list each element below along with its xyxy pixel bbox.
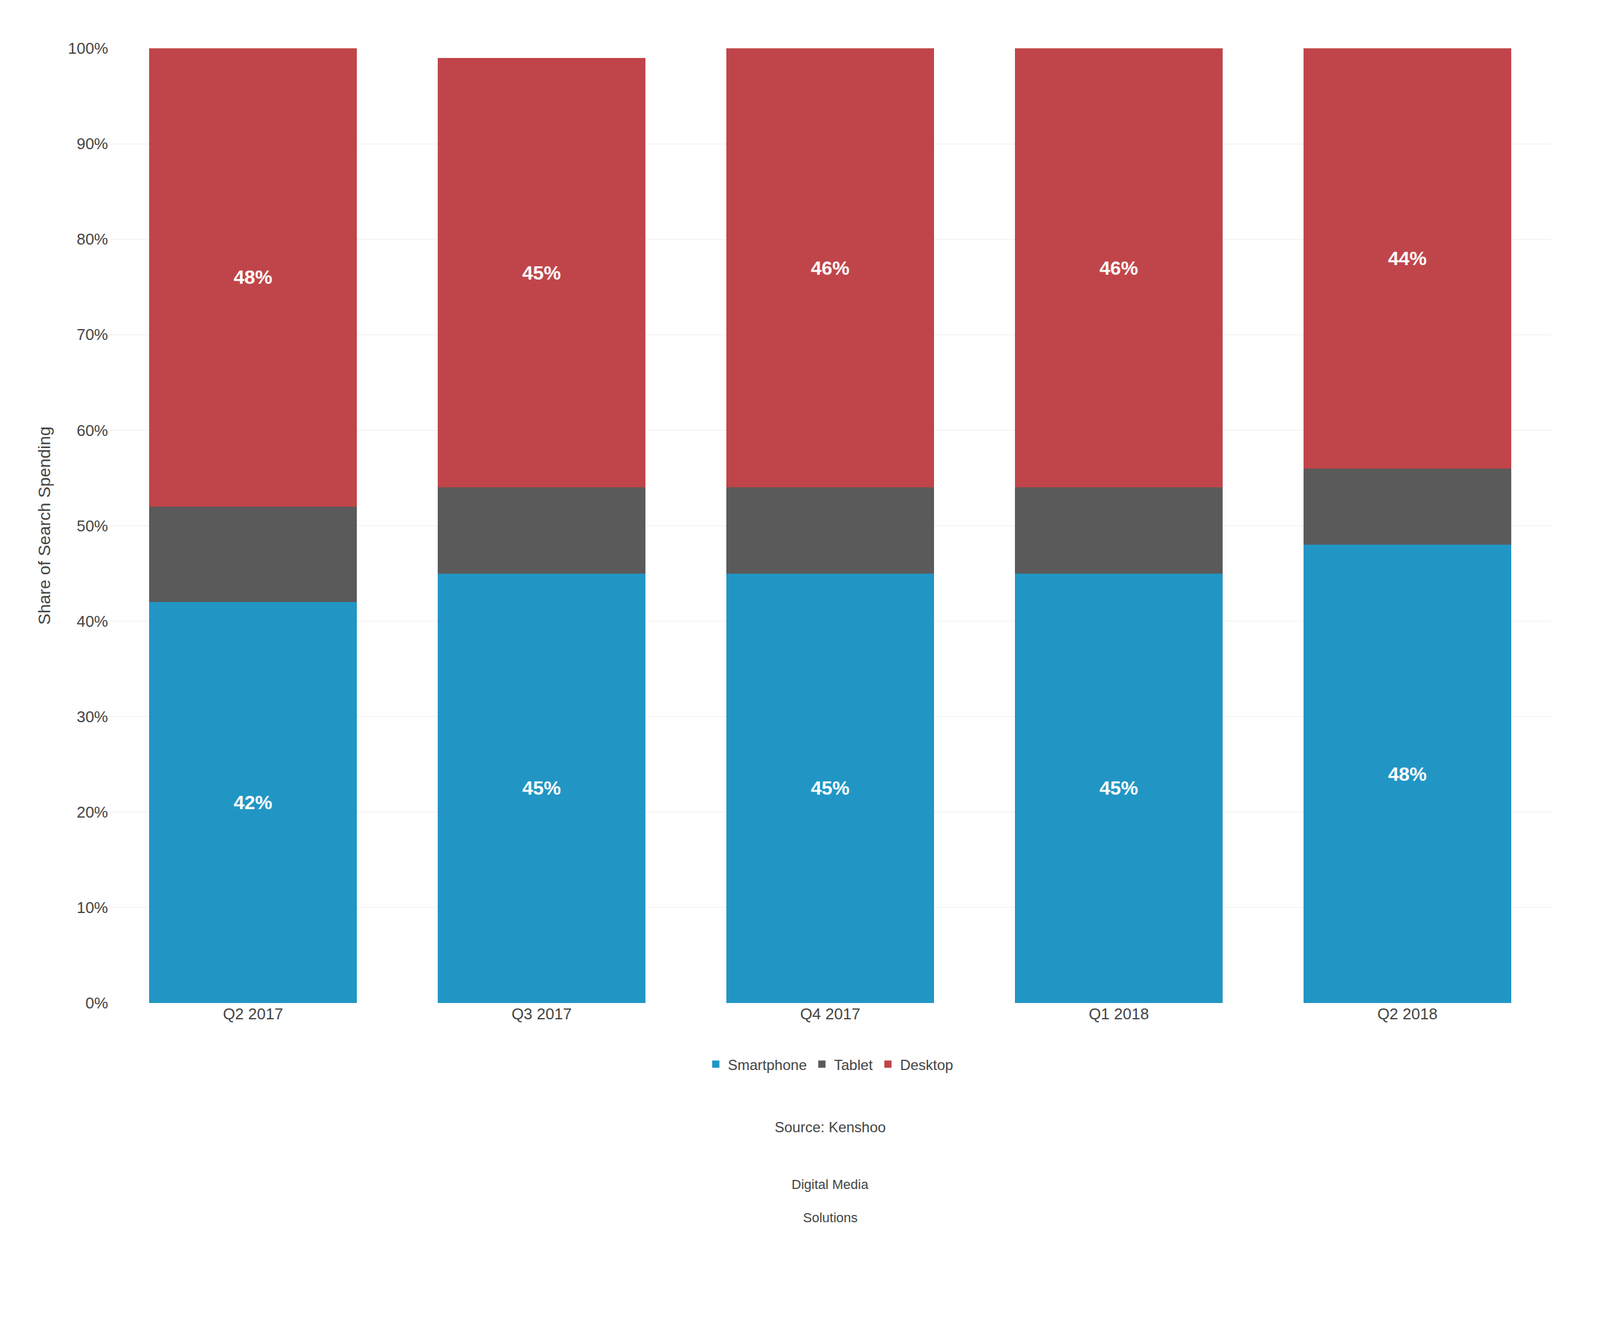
svg-text:45%: 45% bbox=[522, 262, 561, 284]
svg-text:Smartphone: Smartphone bbox=[728, 1056, 808, 1073]
svg-text:Q2 2017: Q2 2017 bbox=[222, 1004, 284, 1023]
svg-text:100%: 100% bbox=[68, 39, 109, 58]
svg-text:48%: 48% bbox=[233, 266, 273, 288]
svg-text:45%: 45% bbox=[810, 777, 850, 799]
svg-text:Q3 2017: Q3 2017 bbox=[511, 1004, 572, 1023]
svg-text:46%: 46% bbox=[1099, 257, 1139, 279]
svg-text:10%: 10% bbox=[76, 898, 109, 917]
svg-text:46%: 46% bbox=[810, 257, 850, 279]
svg-text:40%: 40% bbox=[76, 612, 109, 631]
svg-text:45%: 45% bbox=[1099, 777, 1139, 799]
svg-text:Q4 2017: Q4 2017 bbox=[800, 1004, 861, 1023]
svg-text:42%: 42% bbox=[233, 791, 273, 814]
svg-text:70%: 70% bbox=[76, 325, 109, 344]
svg-text:Source: Kenshoo: Source: Kenshoo bbox=[774, 1118, 886, 1136]
svg-text:90%: 90% bbox=[76, 134, 109, 153]
svg-text:48%: 48% bbox=[1388, 763, 1427, 785]
svg-text:60%: 60% bbox=[76, 421, 109, 440]
svg-text:0%: 0% bbox=[85, 993, 109, 1012]
svg-text:20%: 20% bbox=[76, 803, 109, 822]
svg-text:Solutions: Solutions bbox=[803, 1209, 858, 1226]
svg-text:44%: 44% bbox=[1388, 247, 1427, 270]
svg-text:Digital Media: Digital Media bbox=[791, 1176, 869, 1192]
svg-text:50%: 50% bbox=[76, 516, 109, 535]
svg-text:Share of Search Spending: Share of Search Spending bbox=[35, 426, 54, 625]
svg-text:Q2 2018: Q2 2018 bbox=[1377, 1004, 1438, 1023]
svg-text:80%: 80% bbox=[76, 230, 109, 249]
svg-text:Q1 2018: Q1 2018 bbox=[1088, 1004, 1149, 1023]
svg-text:30%: 30% bbox=[76, 707, 109, 726]
svg-text:Tablet: Tablet bbox=[833, 1056, 873, 1073]
svg-text:Desktop: Desktop bbox=[900, 1056, 954, 1073]
svg-text:45%: 45% bbox=[522, 777, 561, 799]
